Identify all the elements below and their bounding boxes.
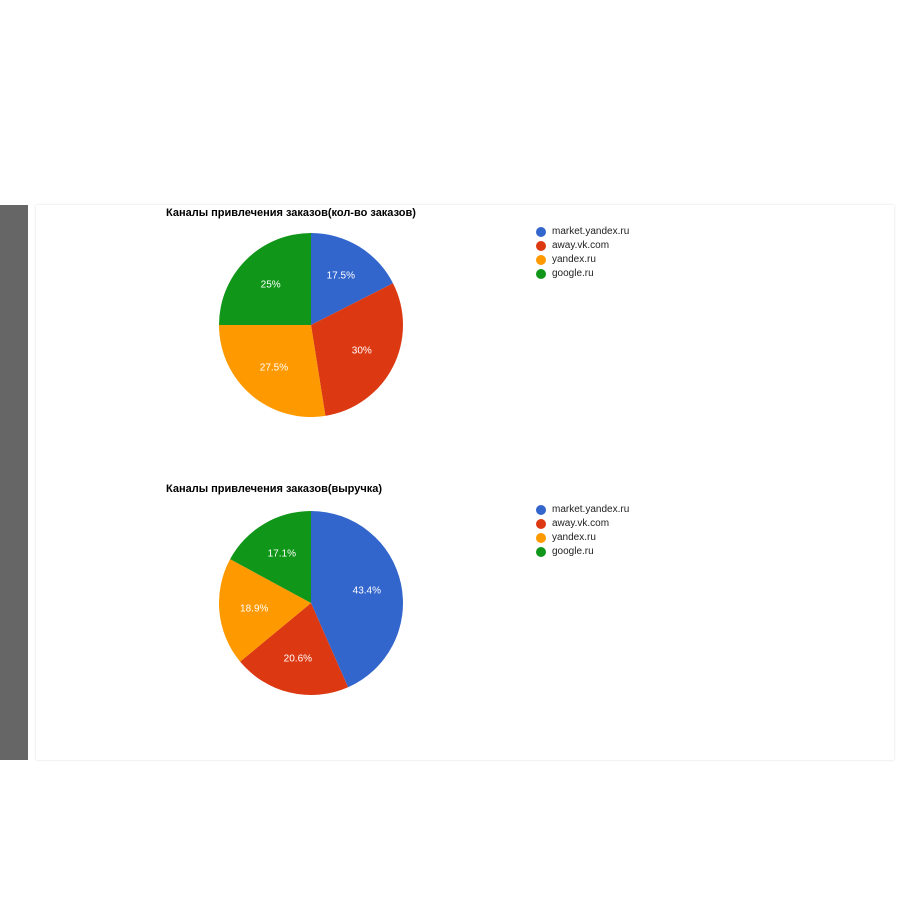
legend-swatch (536, 269, 546, 279)
pie-chart-revenue: 43.4%20.6%18.9%17.1% (219, 511, 403, 695)
legend-swatch (536, 533, 546, 543)
legend-swatch (536, 505, 546, 515)
legend-item[interactable]: google.ru (536, 545, 629, 559)
page-root: Каналы привлечения заказов(кол-во заказо… (0, 0, 900, 900)
chart-title-orders: Каналы привлечения заказов(кол-во заказо… (166, 207, 416, 219)
legend-label: away.vk.com (552, 517, 609, 531)
legend-orders: market.yandex.ruaway.vk.comyandex.rugoog… (536, 225, 629, 281)
legend-swatch (536, 255, 546, 265)
legend-swatch (536, 519, 546, 529)
legend-item[interactable]: yandex.ru (536, 253, 629, 267)
left-stripe (0, 205, 28, 760)
chart-title-revenue: Каналы привлечения заказов(выручка) (166, 483, 382, 495)
legend-item[interactable]: away.vk.com (536, 517, 629, 531)
chart-panel: Каналы привлечения заказов(кол-во заказо… (36, 205, 894, 760)
legend-swatch (536, 227, 546, 237)
legend-label: google.ru (552, 267, 594, 281)
pie-chart-orders: 17.5%30%27.5%25% (219, 233, 403, 417)
pie-slice (219, 233, 311, 325)
legend-item[interactable]: away.vk.com (536, 239, 629, 253)
legend-item[interactable]: google.ru (536, 267, 629, 281)
legend-label: away.vk.com (552, 239, 609, 253)
legend-item[interactable]: yandex.ru (536, 531, 629, 545)
legend-item[interactable]: market.yandex.ru (536, 225, 629, 239)
pie-slice (219, 325, 325, 417)
legend-label: market.yandex.ru (552, 225, 629, 239)
legend-item[interactable]: market.yandex.ru (536, 503, 629, 517)
legend-swatch (536, 241, 546, 251)
legend-swatch (536, 547, 546, 557)
legend-label: yandex.ru (552, 253, 596, 267)
legend-label: yandex.ru (552, 531, 596, 545)
legend-revenue: market.yandex.ruaway.vk.comyandex.rugoog… (536, 503, 629, 559)
legend-label: google.ru (552, 545, 594, 559)
legend-label: market.yandex.ru (552, 503, 629, 517)
